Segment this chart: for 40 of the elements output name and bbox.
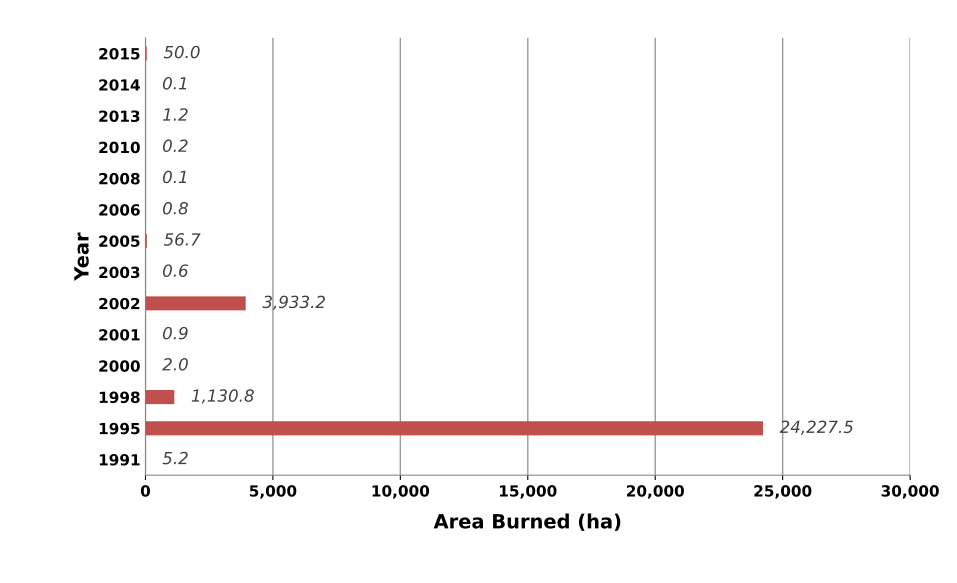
y-tick-label: 2000 bbox=[99, 360, 140, 372]
data-label: 5.2 bbox=[162, 452, 188, 464]
y-tick-label: 1995 bbox=[100, 422, 140, 434]
y-tick-label: 2015 bbox=[99, 48, 140, 60]
data-label: 3,933.2 bbox=[262, 296, 325, 310]
data-label: 0.2 bbox=[162, 139, 188, 152]
data-label: 1.2 bbox=[162, 108, 188, 121]
x-tick-label: 20,000 bbox=[626, 485, 684, 499]
data-label: 0.9 bbox=[162, 326, 188, 340]
data-label: 1,130.8 bbox=[192, 389, 254, 404]
x-tick-label: 10,000 bbox=[372, 485, 430, 499]
y-tick-label: 2002 bbox=[99, 298, 140, 310]
y-tick-label: 2006 bbox=[99, 204, 140, 216]
x-axis-title: Area Burned (ha) bbox=[434, 514, 620, 531]
y-tick-label: 2013 bbox=[99, 110, 140, 122]
x-tick-label: 30,000 bbox=[882, 485, 939, 499]
data-label: 56.7 bbox=[164, 233, 201, 246]
y-tick-label: 2014 bbox=[99, 79, 140, 91]
x-tick-label: 0 bbox=[140, 485, 150, 497]
data-label: 50.0 bbox=[164, 46, 200, 58]
data-label: 0.1 bbox=[162, 76, 186, 90]
bar bbox=[145, 390, 174, 404]
data-label: 24,227.5 bbox=[780, 420, 853, 435]
bar bbox=[145, 296, 246, 310]
y-tick-label: 2008 bbox=[99, 172, 140, 184]
y-tick-label: 1991 bbox=[100, 454, 140, 466]
bar bbox=[145, 421, 763, 436]
data-label: 0.1 bbox=[162, 170, 186, 184]
x-tick-label: 5,000 bbox=[250, 485, 296, 499]
y-tick-label: 2001 bbox=[99, 329, 140, 341]
x-tick-label: 15,000 bbox=[500, 485, 557, 499]
data-label: 0.8 bbox=[162, 202, 188, 215]
y-tick-label: 1998 bbox=[100, 392, 140, 404]
y-tick-label: 2003 bbox=[99, 266, 140, 278]
x-tick-label: 25,000 bbox=[754, 485, 812, 499]
y-axis-title: Year bbox=[74, 232, 89, 281]
data-label: 0.6 bbox=[162, 264, 188, 277]
y-tick-label: 2010 bbox=[99, 142, 140, 154]
data-label: 2.0 bbox=[162, 358, 188, 371]
y-tick-label: 2005 bbox=[99, 235, 140, 247]
